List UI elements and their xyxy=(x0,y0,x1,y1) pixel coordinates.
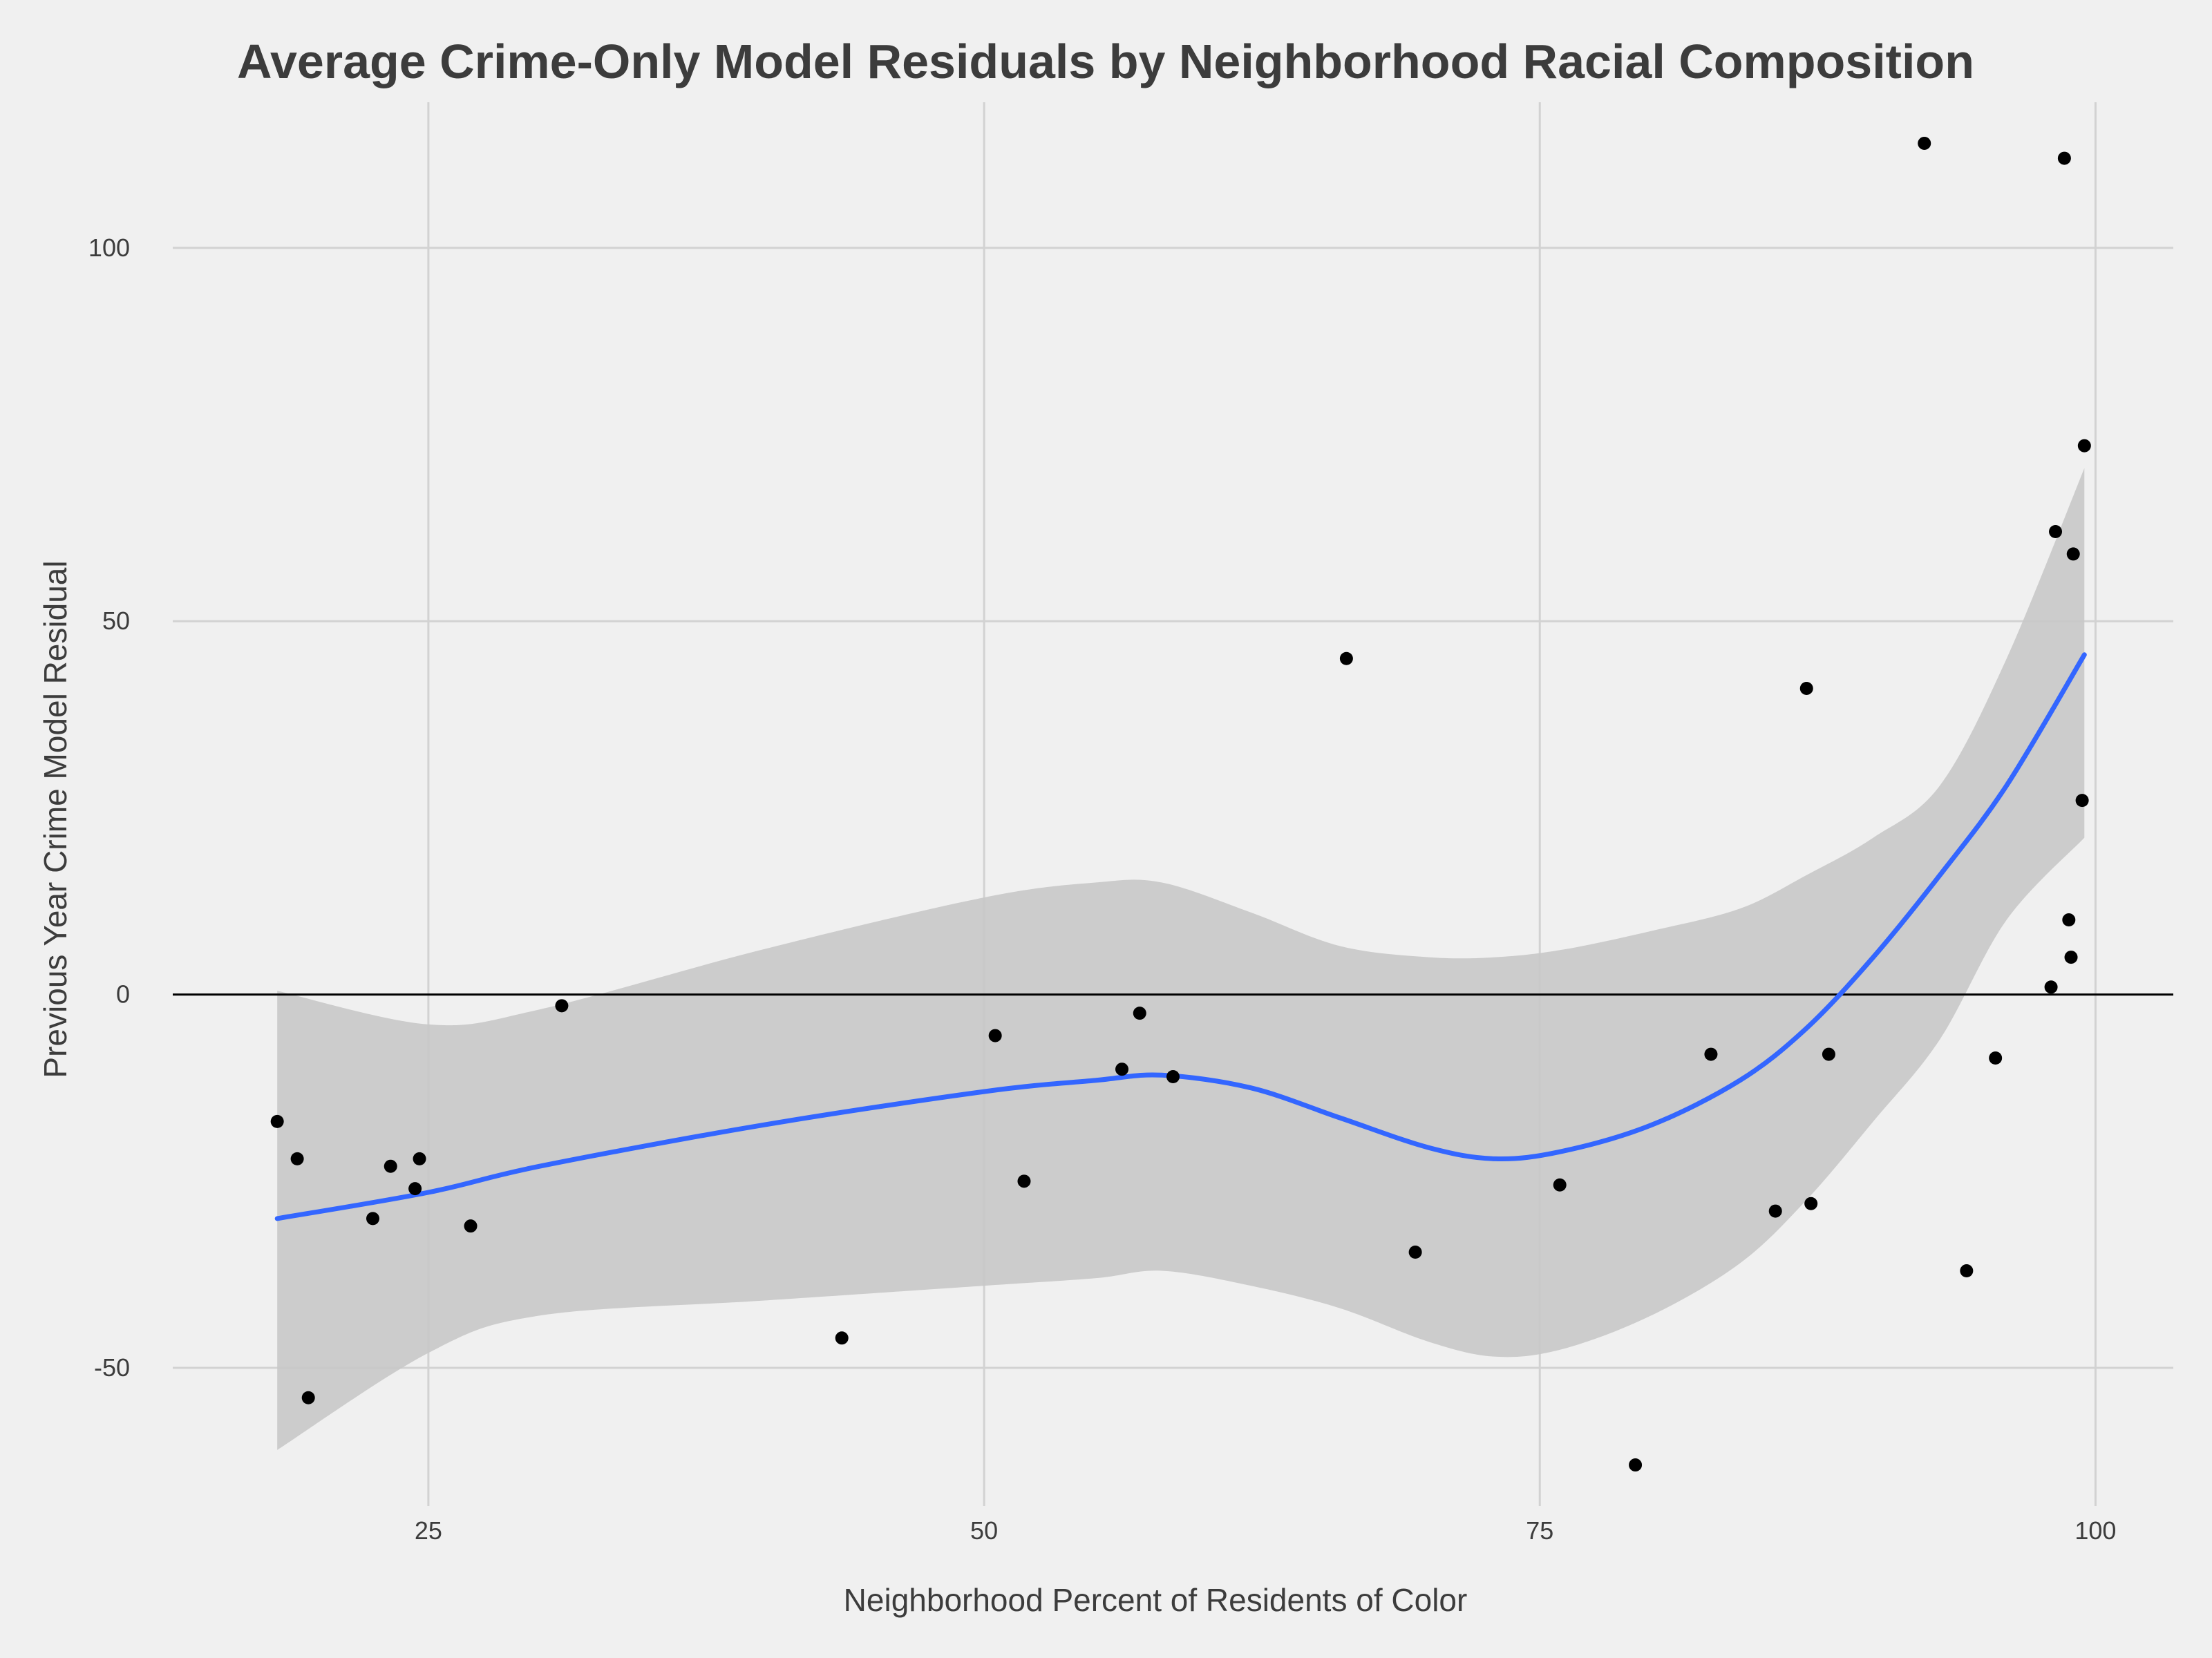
data-point xyxy=(1133,1007,1146,1020)
data-point xyxy=(1017,1174,1031,1188)
x-tick-label: 25 xyxy=(415,1516,442,1545)
data-point xyxy=(1918,136,1931,150)
points-layer xyxy=(270,136,2091,1472)
y-tick-label: -50 xyxy=(94,1353,130,1382)
data-point xyxy=(2057,151,2071,165)
data-point xyxy=(2075,794,2089,808)
y-axis-title: Previous Year Crime Model Residual xyxy=(37,560,73,1078)
tick-label-layer: 25 50 75 100 -50 0 50 100 xyxy=(88,234,2117,1545)
data-point xyxy=(1704,1047,1718,1061)
data-point xyxy=(1166,1070,1180,1084)
confidence-band xyxy=(277,468,2085,1450)
data-point xyxy=(1799,681,1813,695)
data-point xyxy=(2044,980,2058,994)
data-point xyxy=(835,1331,849,1345)
data-point xyxy=(1768,1204,1782,1218)
data-point xyxy=(290,1152,304,1165)
data-point xyxy=(1408,1246,1422,1259)
data-point xyxy=(464,1219,478,1233)
y-tick-label: 50 xyxy=(102,607,130,635)
data-point xyxy=(2062,913,2076,927)
data-point xyxy=(408,1182,422,1196)
x-tick-label: 100 xyxy=(2074,1516,2116,1545)
data-point xyxy=(1339,651,1353,665)
data-point xyxy=(270,1114,284,1128)
x-tick-label: 75 xyxy=(1526,1516,1553,1545)
x-tick-label: 50 xyxy=(970,1516,998,1545)
data-point xyxy=(366,1212,379,1226)
y-tick-label: 0 xyxy=(116,980,130,1009)
data-point xyxy=(1989,1051,2003,1065)
smooth-line-layer xyxy=(274,652,2087,1221)
data-point xyxy=(1553,1178,1567,1192)
data-point xyxy=(1822,1047,1835,1061)
data-point xyxy=(2077,439,2091,452)
data-point xyxy=(1960,1264,1974,1278)
data-point xyxy=(301,1391,315,1404)
data-point xyxy=(988,1029,1002,1042)
data-point xyxy=(1804,1197,1818,1210)
chart-title: Average Crime-Only Model Residuals by Ne… xyxy=(237,35,1974,88)
confidence-band-layer xyxy=(277,468,2085,1450)
data-point xyxy=(555,999,569,1013)
data-point xyxy=(1115,1063,1129,1076)
data-point xyxy=(2064,951,2078,964)
data-point xyxy=(2066,547,2080,561)
data-point xyxy=(2049,524,2063,538)
x-axis-title: Neighborhood Percent of Residents of Col… xyxy=(844,1582,1468,1618)
data-point xyxy=(384,1159,397,1173)
data-point xyxy=(413,1152,426,1165)
data-point xyxy=(1629,1458,1643,1472)
smooth-fit-line xyxy=(274,652,2087,1221)
y-tick-label: 100 xyxy=(88,234,130,262)
